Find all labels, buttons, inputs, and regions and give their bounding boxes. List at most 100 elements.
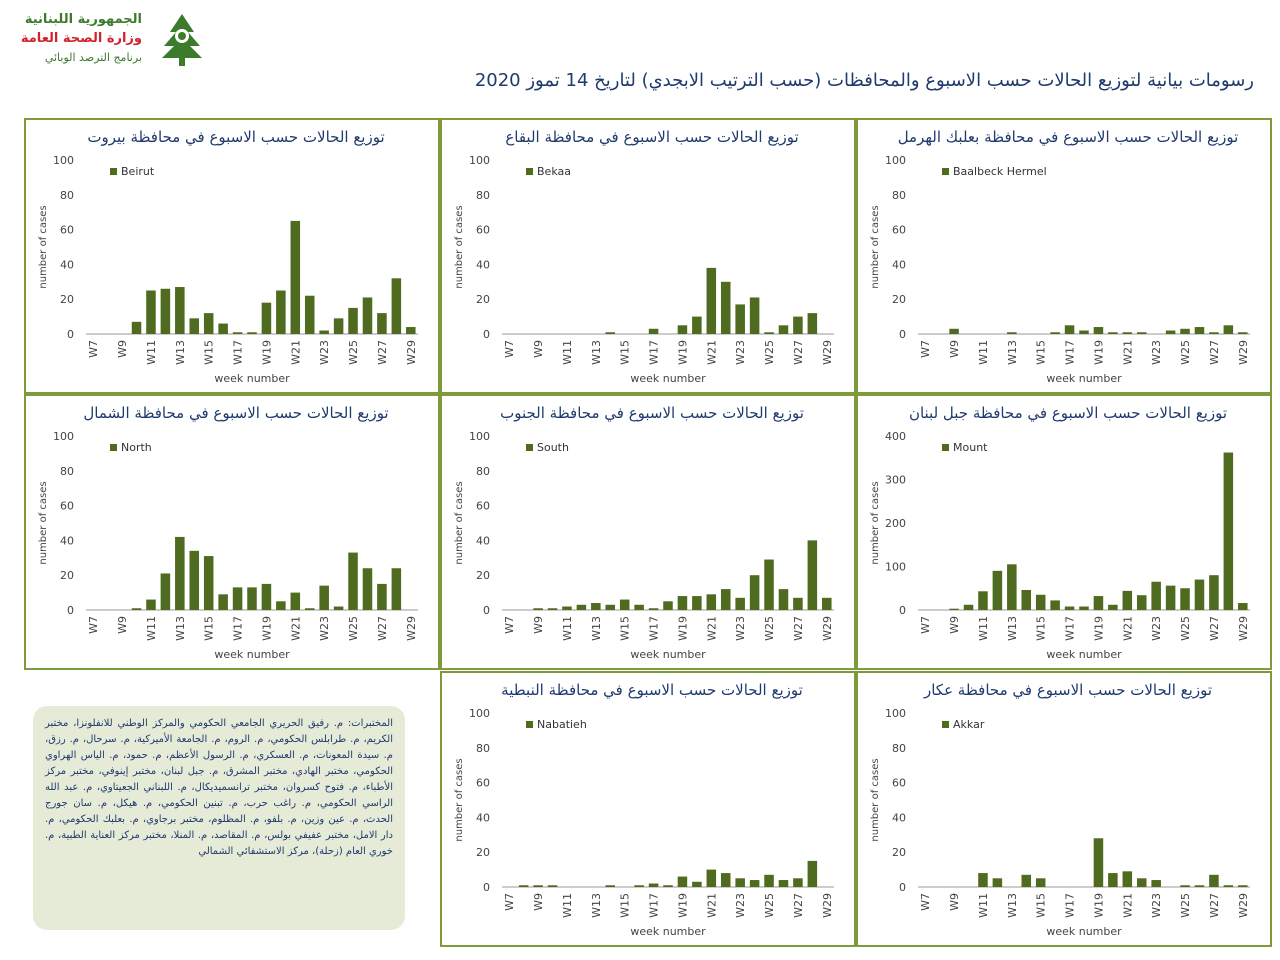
y-tick-label: 100 bbox=[885, 561, 906, 574]
y-tick-label: 20 bbox=[476, 846, 490, 859]
logo-text: الجمهورية اللبنانية bbox=[24, 12, 142, 27]
bar bbox=[1223, 325, 1234, 334]
x-tick-label: W17 bbox=[1064, 340, 1077, 365]
x-tick-label: W19 bbox=[676, 340, 689, 365]
bar bbox=[175, 287, 185, 334]
bar bbox=[978, 873, 988, 887]
x-axis-label: week number bbox=[630, 648, 706, 661]
y-tick-label: 300 bbox=[885, 474, 906, 487]
bar bbox=[276, 601, 286, 610]
bar bbox=[1093, 327, 1104, 334]
x-tick-label: W7 bbox=[503, 616, 516, 634]
y-tick-label: 60 bbox=[60, 500, 74, 513]
bar bbox=[692, 881, 702, 887]
bar bbox=[1122, 590, 1133, 610]
x-tick-label: W11 bbox=[977, 616, 990, 641]
bar bbox=[319, 330, 329, 334]
bar bbox=[764, 559, 774, 610]
x-tick-label: W25 bbox=[763, 340, 776, 365]
x-tick-label: W25 bbox=[1179, 616, 1192, 641]
x-tick-label: W7 bbox=[503, 340, 516, 358]
y-tick-label: 40 bbox=[60, 534, 74, 547]
logo-text: وزارة الصحة العامة bbox=[20, 31, 142, 46]
x-tick-label: W11 bbox=[561, 340, 574, 365]
y-tick-label: 100 bbox=[53, 430, 74, 443]
bar bbox=[547, 885, 558, 887]
y-tick-label: 100 bbox=[469, 430, 490, 443]
x-tick-label: W21 bbox=[705, 616, 718, 641]
legend-label: Nabatieh bbox=[537, 718, 587, 731]
bar bbox=[160, 288, 171, 334]
x-tick-label: W23 bbox=[734, 340, 747, 365]
bar bbox=[146, 290, 156, 334]
x-tick-label: W17 bbox=[648, 616, 661, 641]
y-tick-label: 60 bbox=[476, 500, 490, 513]
y-tick-label: 20 bbox=[892, 293, 906, 306]
chart: توزيع الحالات حسب الاسبوع في محافظة الشم… bbox=[38, 404, 418, 661]
y-tick-label: 0 bbox=[899, 328, 906, 341]
x-tick-label: W27 bbox=[1208, 340, 1221, 365]
page-title: رسومات بيانية لتوزيع الحالات حسب الاسبوع… bbox=[474, 70, 1254, 91]
bar bbox=[131, 321, 142, 334]
x-tick-label: W17 bbox=[232, 340, 245, 365]
x-tick-label: W21 bbox=[289, 340, 302, 365]
x-tick-label: W17 bbox=[648, 893, 661, 918]
y-tick-label: 20 bbox=[892, 846, 906, 859]
y-tick-label: 80 bbox=[892, 742, 906, 755]
bar bbox=[807, 860, 818, 887]
bar bbox=[735, 304, 745, 334]
x-axis-label: week number bbox=[630, 925, 706, 938]
x-tick-label: W25 bbox=[347, 340, 360, 365]
x-tick-label: W21 bbox=[705, 340, 718, 365]
bar bbox=[677, 325, 688, 334]
bar bbox=[1108, 332, 1118, 334]
bar bbox=[764, 332, 774, 334]
bar bbox=[1194, 579, 1205, 610]
legend-swatch bbox=[942, 721, 949, 728]
x-tick-label: W19 bbox=[676, 616, 689, 641]
x-tick-label: W17 bbox=[1064, 893, 1077, 918]
x-tick-label: W9 bbox=[948, 340, 961, 358]
bar bbox=[778, 880, 789, 887]
bar bbox=[1136, 595, 1147, 610]
bar bbox=[949, 328, 959, 334]
bar bbox=[605, 332, 616, 334]
bar bbox=[576, 604, 587, 610]
x-tick-label: W29 bbox=[1237, 893, 1250, 918]
x-tick-label: W9 bbox=[116, 340, 129, 358]
y-tick-label: 40 bbox=[476, 811, 490, 824]
chart: توزيع الحالات حسب الاسبوع في محافظة البق… bbox=[454, 128, 834, 385]
legend-label: Beirut bbox=[121, 165, 155, 178]
y-axis-label: number of cases bbox=[454, 758, 465, 841]
bar bbox=[1209, 575, 1219, 610]
legend-swatch bbox=[110, 444, 117, 451]
x-tick-label: W19 bbox=[1092, 893, 1105, 918]
y-tick-label: 100 bbox=[885, 154, 906, 167]
bar bbox=[1093, 838, 1104, 887]
bar bbox=[822, 597, 832, 610]
chart: توزيع الحالات حسب الاسبوع في محافظة عكار… bbox=[870, 681, 1250, 938]
x-tick-label: W13 bbox=[590, 893, 603, 918]
legend-label: Akkar bbox=[953, 718, 985, 731]
x-tick-label: W29 bbox=[405, 616, 418, 641]
bar bbox=[764, 874, 774, 887]
bar bbox=[735, 597, 745, 610]
legend-label: Bekaa bbox=[537, 165, 571, 178]
x-tick-label: W17 bbox=[232, 616, 245, 641]
bar bbox=[160, 573, 171, 610]
chart-title: توزيع الحالات حسب الاسبوع في محافظة بعلب… bbox=[898, 128, 1239, 147]
bar bbox=[391, 278, 402, 334]
bar bbox=[992, 878, 1003, 887]
bar bbox=[1007, 332, 1017, 334]
x-tick-label: W27 bbox=[792, 616, 805, 641]
bar bbox=[203, 313, 214, 334]
bar bbox=[735, 878, 745, 887]
bar bbox=[1050, 600, 1060, 610]
bar bbox=[1021, 874, 1032, 887]
y-tick-label: 40 bbox=[476, 258, 490, 271]
bar bbox=[591, 603, 601, 610]
bar bbox=[605, 604, 616, 610]
y-axis-label: number of cases bbox=[38, 481, 49, 564]
x-axis-label: week number bbox=[214, 372, 290, 385]
